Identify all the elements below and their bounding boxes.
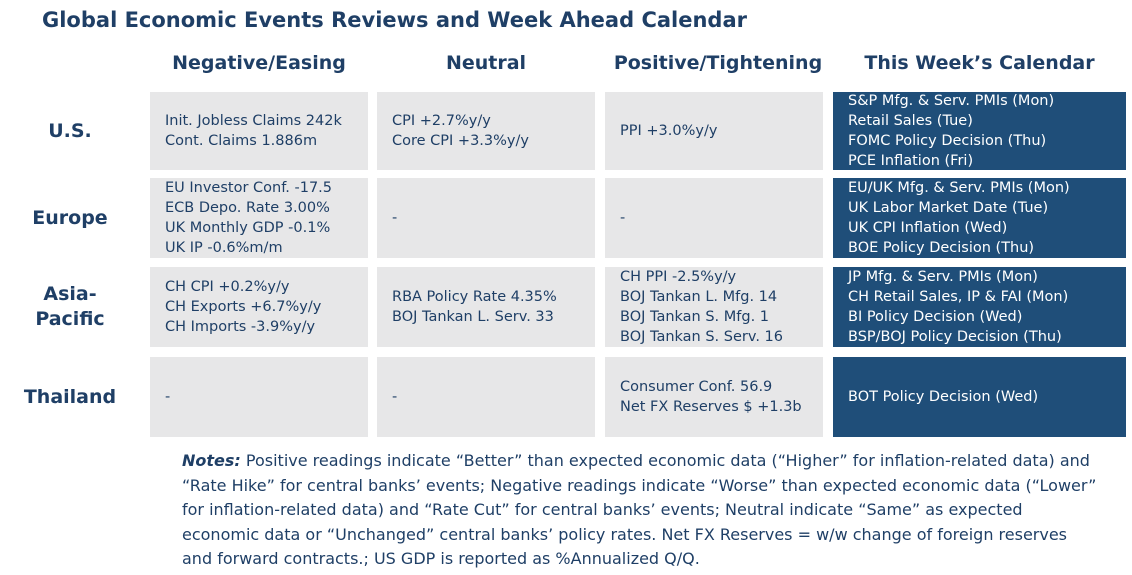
cell-line: UK Labor Market Date (Tue) [848,200,1049,216]
cell-line: Init. Jobless Claims 242k [165,113,342,129]
notes-paragraph: Notes: Positive readings indicate “Bette… [182,449,1102,572]
page-title: Global Economic Events Reviews and Week … [42,8,747,32]
cell-line: Retail Sales (Tue) [848,113,973,129]
row-label-text: Asia-Pacific [35,283,105,330]
cell-line: - [392,389,398,405]
cell-us-negative: Init. Jobless Claims 242k Cont. Claims 1… [150,92,368,170]
row-label-europe: Europe [32,206,108,229]
cell-line: CH Imports -3.9%y/y [165,319,316,335]
cell-line: Consumer Conf. 56.9 [620,379,773,395]
row-label-us: U.S. [48,119,92,142]
cell-line: RBA Policy Rate 4.35% [392,289,557,305]
notes-text: Positive readings indicate “Better” than… [182,451,1097,568]
cell-thailand-negative: - [150,357,368,437]
cell-thailand-positive: Consumer Conf. 56.9 Net FX Reserves $ +1… [605,357,823,437]
cell-line: PPI +3.0%y/y [620,123,718,139]
cell-line: BOJ Tankan S. Mfg. 1 [620,309,770,325]
cell-europe-positive: - [605,178,823,258]
cell-line: EU/UK Mfg. & Serv. PMIs (Mon) [848,180,1070,196]
cell-line: BOE Policy Decision (Thu) [848,240,1035,256]
cell-line: Cont. Claims 1.886m [165,133,318,149]
column-header-positive: Positive/Tightening [613,52,823,74]
cell-line: Net FX Reserves $ +1.3b [620,399,802,415]
cell-us-calendar: S&P Mfg. & Serv. PMIs (Mon) Retail Sales… [833,92,1126,170]
cell-line: - [620,210,626,226]
cell-us-positive: PPI +3.0%y/y [605,92,823,170]
cell-asia-neutral: RBA Policy Rate 4.35% BOJ Tankan L. Serv… [377,267,595,347]
cell-thailand-calendar: BOT Policy Decision (Wed) [833,357,1126,437]
cell-asia-negative: CH CPI +0.2%y/y CH Exports +6.7%y/y CH I… [150,267,368,347]
cell-line: BOJ Tankan L. Serv. 33 [392,309,554,325]
cell-line: CH Exports +6.7%y/y [165,299,322,315]
cell-line: S&P Mfg. & Serv. PMIs (Mon) [848,93,1055,109]
cell-line: BSP/BOJ Policy Decision (Thu) [848,329,1062,345]
cell-line: PCE Inflation (Fri) [848,153,974,169]
cell-us-neutral: CPI +2.7%y/y Core CPI +3.3%y/y [377,92,595,170]
cell-line: UK Monthly GDP -0.1% [165,220,331,236]
cell-line: CH CPI +0.2%y/y [165,279,290,295]
cell-line: CPI +2.7%y/y [392,113,491,129]
cell-line: CH PPI -2.5%y/y [620,269,737,285]
cell-line: UK IP -0.6%m/m [165,240,283,256]
cell-line: BI Policy Decision (Wed) [848,309,1023,325]
cell-line: FOMC Policy Decision (Thu) [848,133,1047,149]
column-header-negative: Negative/Easing [172,52,346,74]
cell-thailand-neutral: - [377,357,595,437]
cell-europe-negative: EU Investor Conf. -17.5 ECB Depo. Rate 3… [150,178,368,258]
cell-europe-neutral: - [377,178,595,258]
cell-line: ECB Depo. Rate 3.00% [165,200,330,216]
cell-line: EU Investor Conf. -17.5 [165,180,333,196]
row-label-thailand: Thailand [23,385,117,408]
cell-asia-calendar: JP Mfg. & Serv. PMIs (Mon) CH Retail Sal… [833,267,1126,347]
cell-line: BOJ Tankan L. Mfg. 14 [620,289,778,305]
cell-line: CH Retail Sales, IP & FAI (Mon) [848,289,1069,305]
cell-line: BOJ Tankan S. Serv. 16 [620,329,783,345]
column-header-neutral: Neutral [445,52,527,74]
cell-asia-positive: CH PPI -2.5%y/y BOJ Tankan L. Mfg. 14 BO… [605,267,823,347]
cell-line: JP Mfg. & Serv. PMIs (Mon) [848,269,1038,285]
column-header-calendar: This Week’s Calendar [864,52,1095,74]
notes-lead: Notes: [182,451,241,470]
cell-line: Core CPI +3.3%y/y [392,133,529,149]
cell-line: - [165,389,171,405]
cell-line: - [392,210,398,226]
cell-line: UK CPI Inflation (Wed) [848,220,1008,236]
row-label-asia-pacific: Asia-Pacific [14,267,126,347]
cell-europe-calendar: EU/UK Mfg. & Serv. PMIs (Mon) UK Labor M… [833,178,1126,258]
cell-line: BOT Policy Decision (Wed) [848,389,1039,405]
